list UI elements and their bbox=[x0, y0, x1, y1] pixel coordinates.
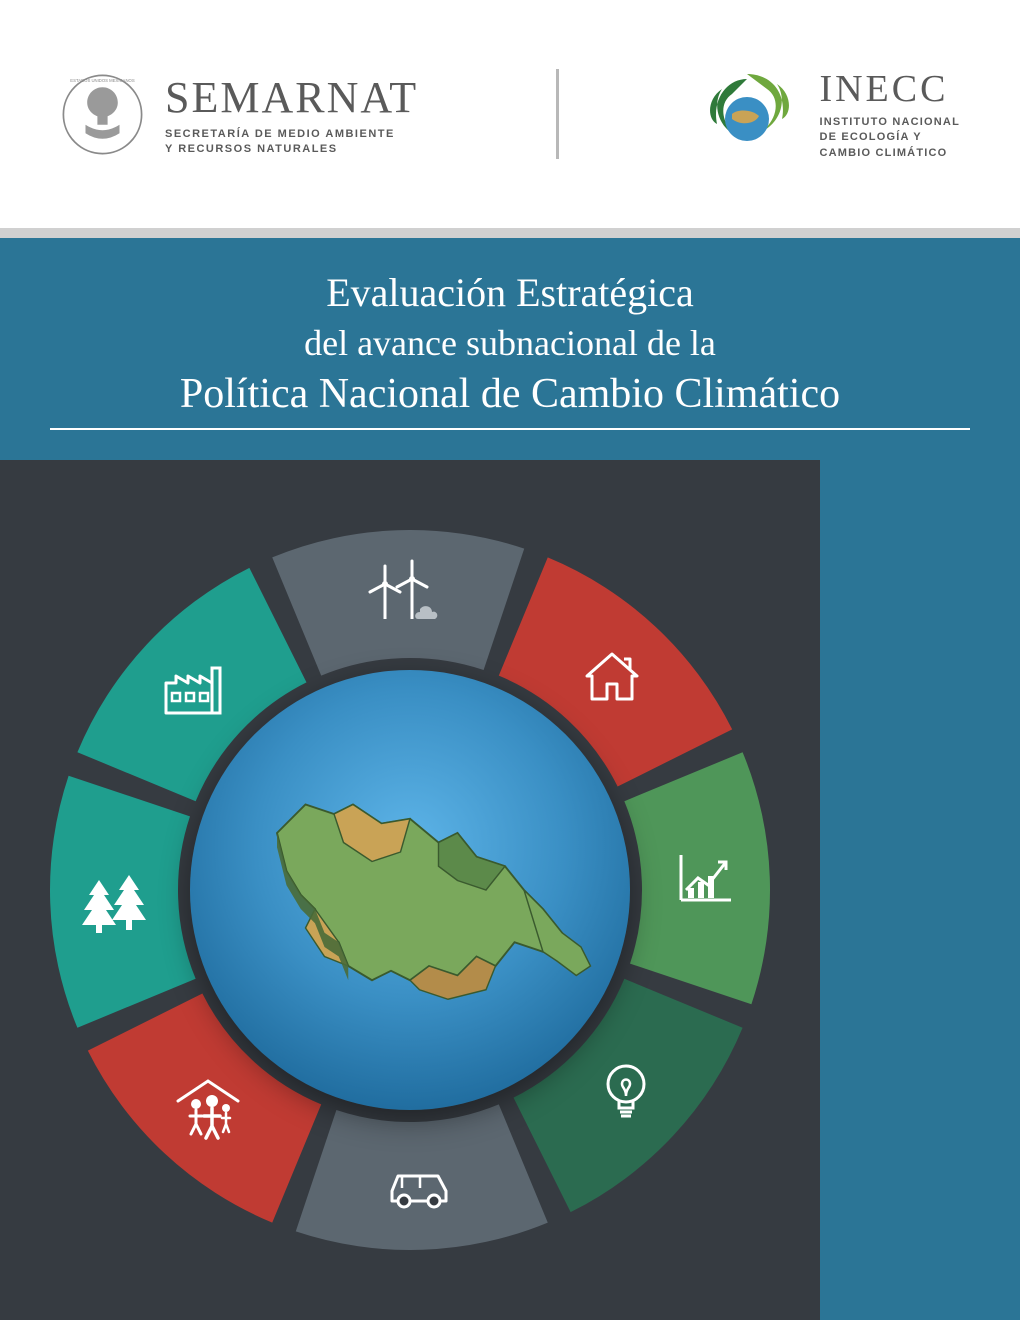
factory-icon bbox=[154, 648, 234, 728]
trees-icon bbox=[74, 860, 154, 940]
title-line2: del avance subnacional de la bbox=[304, 322, 716, 364]
inecc-subtitle: INSTITUTO NACIONAL DE ECOLOGÍA Y CAMBIO … bbox=[819, 115, 960, 161]
infographic-area bbox=[0, 460, 820, 1320]
mexico-seal-icon: ESTADOS UNIDOS MEXICANOS bbox=[60, 72, 145, 157]
side-strip bbox=[820, 460, 1020, 1320]
inecc-logo-block: INECC INSTITUTO NACIONAL DE ECOLOGÍA Y C… bbox=[697, 64, 960, 164]
growth-chart-icon bbox=[666, 840, 746, 920]
inecc-name: INECC bbox=[819, 67, 960, 111]
inecc-text: INECC INSTITUTO NACIONAL DE ECOLOGÍA Y C… bbox=[819, 67, 960, 161]
semarnat-text: SEMARNAT SECRETARÍA DE MEDIO AMBIENTE Y … bbox=[165, 72, 418, 156]
semarnat-logo-block: ESTADOS UNIDOS MEXICANOS SEMARNAT SECRET… bbox=[60, 72, 418, 157]
lower-area bbox=[0, 460, 1020, 1320]
semarnat-subtitle: SECRETARÍA DE MEDIO AMBIENTE Y RECURSOS … bbox=[165, 127, 418, 156]
title-rule bbox=[50, 428, 970, 430]
segment-wheel bbox=[50, 530, 770, 1250]
title-line3: Política Nacional de Cambio Climático bbox=[180, 370, 840, 418]
lightbulb-icon bbox=[586, 1052, 666, 1132]
mexico-map-icon bbox=[220, 700, 600, 1080]
grey-strip bbox=[0, 228, 1020, 238]
car-icon bbox=[380, 1146, 460, 1226]
house-icon bbox=[572, 634, 652, 714]
title-line1: Evaluación Estratégica bbox=[326, 269, 694, 316]
center-globe bbox=[190, 670, 630, 1110]
title-band: Evaluación Estratégica del avance subnac… bbox=[0, 238, 1020, 460]
logo-divider bbox=[556, 69, 559, 159]
semarnat-name: SEMARNAT bbox=[165, 72, 418, 123]
document-cover: ESTADOS UNIDOS MEXICANOS SEMARNAT SECRET… bbox=[0, 0, 1020, 1320]
inecc-mark-icon bbox=[697, 64, 797, 164]
header-logos: ESTADOS UNIDOS MEXICANOS SEMARNAT SECRET… bbox=[0, 0, 1020, 228]
family-shelter-icon bbox=[168, 1066, 248, 1146]
svg-text:ESTADOS UNIDOS MEXICANOS: ESTADOS UNIDOS MEXICANOS bbox=[70, 78, 135, 83]
wind-turbines-icon bbox=[360, 554, 440, 634]
